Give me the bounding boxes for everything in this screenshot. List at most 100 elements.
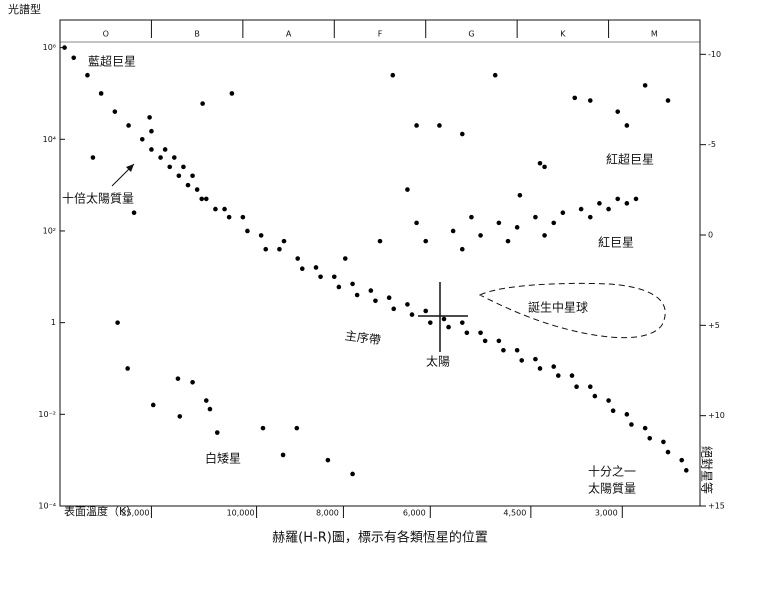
star	[258, 233, 264, 238]
star	[633, 196, 639, 202]
star	[610, 408, 616, 413]
star	[464, 330, 470, 336]
star	[478, 330, 483, 336]
star	[441, 316, 447, 322]
y-tick-label: 10⁻⁴	[38, 502, 56, 511]
star	[185, 182, 191, 188]
star	[147, 115, 152, 120]
star	[245, 228, 250, 234]
star	[459, 131, 465, 137]
star	[350, 471, 355, 477]
star	[139, 136, 145, 142]
star	[560, 210, 566, 216]
star	[263, 246, 269, 252]
star	[537, 366, 543, 371]
star	[679, 457, 685, 463]
star	[158, 155, 163, 160]
star	[496, 220, 502, 226]
star	[318, 274, 323, 280]
star	[642, 425, 648, 431]
star	[229, 91, 235, 96]
star	[606, 206, 611, 212]
star	[175, 376, 181, 381]
star	[203, 196, 209, 202]
star	[587, 98, 593, 103]
star	[597, 201, 602, 206]
star	[542, 164, 547, 170]
x-tick-label: 3,000	[595, 509, 618, 518]
star	[325, 457, 331, 463]
star	[514, 225, 520, 230]
star	[642, 83, 648, 88]
star	[277, 246, 282, 252]
y2-tick-label: +15	[708, 502, 725, 511]
star	[377, 238, 383, 244]
star	[126, 123, 131, 128]
star	[505, 238, 511, 244]
star	[537, 160, 543, 166]
star	[578, 206, 584, 212]
star	[207, 406, 213, 412]
star	[295, 256, 301, 261]
star	[336, 284, 342, 290]
star	[373, 298, 378, 304]
star	[203, 398, 209, 403]
arrowhead	[126, 164, 134, 172]
spectral-type-label: M	[651, 30, 658, 39]
top-axis-label: 光譜型	[8, 2, 41, 16]
star	[391, 306, 397, 312]
star	[492, 72, 498, 78]
star	[85, 72, 90, 78]
star	[551, 364, 557, 369]
star	[386, 295, 392, 300]
star	[200, 101, 205, 106]
star	[574, 384, 579, 390]
star	[280, 452, 286, 458]
star	[149, 147, 154, 152]
star	[555, 373, 561, 378]
star	[624, 123, 630, 128]
annotation: 紅超巨星	[606, 152, 654, 167]
star	[281, 238, 287, 244]
star	[90, 155, 96, 160]
plot-frame	[59, 19, 701, 507]
star	[294, 425, 300, 431]
star	[661, 439, 666, 445]
star	[177, 414, 183, 419]
star	[459, 320, 465, 325]
star	[665, 98, 671, 103]
y-tick-label: 1	[51, 318, 56, 327]
star	[162, 147, 168, 152]
star	[405, 302, 410, 307]
star	[62, 45, 67, 50]
star	[331, 274, 337, 280]
annotation: 紅巨星	[598, 236, 634, 250]
star	[115, 320, 120, 325]
y-tick-label: 10⁶	[43, 43, 56, 52]
star	[533, 214, 538, 220]
annotation: 藍超巨星	[88, 54, 136, 69]
annotation: 太陽	[426, 354, 450, 369]
y2-tick-label: +5	[708, 321, 720, 330]
y2-tick-label: 0	[708, 230, 713, 239]
star	[624, 201, 630, 206]
annotation: 主序帶	[344, 328, 382, 348]
star	[501, 347, 506, 353]
star	[423, 308, 429, 314]
star	[226, 214, 232, 220]
star	[514, 347, 520, 353]
star	[167, 164, 173, 170]
star	[606, 398, 611, 403]
y2-tick-label: +10	[708, 411, 725, 420]
star	[469, 214, 474, 220]
star	[437, 123, 442, 128]
star	[519, 358, 525, 363]
star	[572, 95, 578, 101]
star	[624, 412, 630, 417]
annotation: 十分之一	[588, 465, 636, 479]
star	[354, 292, 360, 298]
star	[427, 320, 433, 325]
star	[496, 338, 502, 344]
star	[482, 338, 488, 344]
